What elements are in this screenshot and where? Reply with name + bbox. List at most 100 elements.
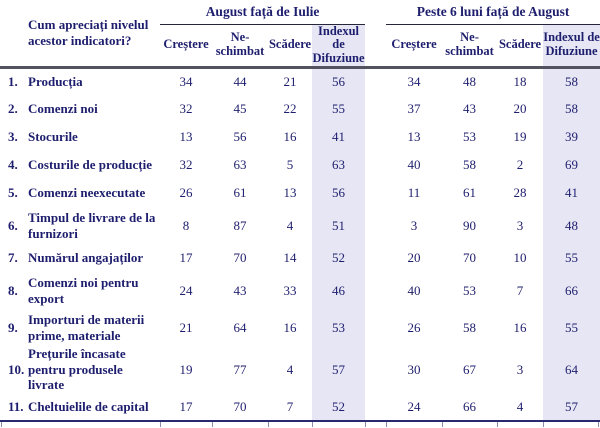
row-label: Costurile de producție	[28, 157, 152, 173]
column-header-crestere-2: Creștere	[386, 24, 443, 69]
column-tick	[365, 422, 366, 428]
cutoff-row-column-ticks	[0, 422, 600, 428]
cell-value: 18	[513, 74, 527, 89]
cell-index-value: 58	[543, 95, 600, 124]
row-number: 10.	[8, 361, 25, 377]
cell-value: 19	[513, 129, 527, 145]
column-tick	[497, 422, 498, 428]
cell-value: 3	[516, 217, 524, 233]
gap-cell	[365, 244, 386, 272]
cell-value: 14	[283, 250, 297, 266]
table-row: 2. Comenzi noi 32 45 22 55 37 43 20 58	[0, 95, 600, 124]
cell-value: 53	[463, 282, 477, 298]
cell-value: 17	[179, 250, 193, 266]
cell-value: 45	[233, 101, 247, 117]
cell-value: 53	[463, 129, 477, 145]
cell-value: 40	[407, 157, 421, 173]
column-tick	[1, 422, 2, 428]
row-label: Producția	[28, 74, 83, 90]
cell-value: 70	[212, 393, 268, 423]
cell-value: 28	[513, 185, 527, 201]
cell-value: 4	[286, 361, 294, 377]
table-row: 10. Prețurile încasate pentru produsele …	[0, 346, 600, 394]
cell-value: 4	[286, 217, 294, 233]
gap-cell	[365, 346, 386, 393]
row-number: 11.	[0, 393, 28, 423]
row-label: Timpul de livrare de la furnizori	[28, 210, 156, 241]
cell-index-value: 56	[312, 179, 366, 208]
cell-index-value: 41	[543, 179, 600, 208]
cell-value: 10	[513, 250, 527, 266]
cell-index-value: 46	[312, 272, 366, 310]
cell-value: 8	[182, 217, 190, 233]
cell-value: 32	[179, 101, 193, 117]
cell-index-value: 64	[543, 346, 600, 394]
gap-cell	[365, 393, 387, 423]
cell-value: 70	[463, 250, 477, 266]
gap-cell	[365, 207, 386, 244]
cell-value: 90	[463, 217, 477, 233]
cell-value: 64	[233, 319, 247, 335]
column-header-crestere-1: Creștere	[160, 24, 212, 69]
cell-index-value: 52	[312, 244, 366, 273]
cell-value: 3	[410, 217, 418, 233]
gap-cell	[365, 272, 386, 309]
table-row: 1. Producția 34 44 21 56 34 48 18 58	[0, 67, 600, 96]
cell-value: 32	[179, 157, 193, 173]
row-label: Numărul angajaților	[28, 250, 144, 266]
cell-value: 67	[463, 361, 477, 377]
cell-value: 61	[233, 185, 247, 201]
gap-cell	[365, 151, 386, 179]
cell-value: 37	[407, 101, 421, 117]
cell-value: 5	[286, 157, 294, 173]
cell-value: 19	[179, 361, 193, 377]
cell-value: 58	[463, 319, 477, 335]
row-number: 4.	[8, 157, 18, 173]
cell-value: 20	[513, 101, 527, 117]
column-tick	[312, 422, 313, 428]
row-number: 1.	[8, 74, 18, 89]
cell-value: 3	[516, 361, 524, 377]
cell-value: 16	[283, 319, 297, 335]
column-header-neschimbat-1: Ne-schimbat	[212, 24, 268, 69]
cell-value: 11	[407, 185, 421, 201]
cell-index-value: 53	[312, 309, 366, 347]
cell-value: 13	[407, 129, 421, 145]
row-label: Comenzi neexecutate	[28, 185, 146, 201]
cell-value: 22	[283, 101, 297, 117]
group-header-next6-vs-august: Peste 6 luni față de August	[386, 0, 600, 25]
column-header-index-1: Indexul de Difuziune	[312, 24, 366, 69]
cell-index-value: 58	[543, 67, 600, 96]
cell-index-value: 39	[543, 123, 600, 152]
group-gap	[365, 0, 387, 69]
cell-value: 26	[179, 185, 193, 201]
column-tick	[212, 422, 213, 428]
cell-value: 13	[179, 129, 193, 145]
cell-value: 26	[407, 319, 421, 335]
cell-value: 34	[179, 74, 193, 89]
cell-index-value: 55	[312, 95, 366, 124]
cell-index-value: 55	[543, 309, 600, 347]
gap-cell	[365, 309, 386, 346]
cell-index-value: 48	[543, 207, 600, 245]
cell-index-value: 57	[543, 393, 600, 423]
column-tick	[386, 422, 387, 428]
table-row: 6. Timpul de livrare de la furnizori 8 8…	[0, 207, 600, 245]
table-row: 7. Numărul angajaților 17 70 14 52 20 70…	[0, 244, 600, 273]
cell-value: 48	[463, 74, 477, 89]
cell-value: 87	[233, 217, 247, 233]
row-label: Stocurile	[28, 129, 78, 145]
cell-index-value: 55	[543, 244, 600, 273]
row-number: 2.	[8, 101, 18, 117]
cell-value: 21	[283, 74, 297, 89]
row-label: Prețurile încasate pentru produsele livr…	[28, 346, 126, 393]
column-header-scadere-1: Scădere	[268, 24, 312, 69]
cell-index-value: 56	[312, 67, 366, 96]
row-number: 7.	[8, 250, 18, 266]
cell-index-value: 57	[312, 346, 366, 394]
column-tick	[268, 422, 269, 428]
table-row: 9. Importuri de materii prime, materiale…	[0, 309, 600, 347]
row-label: Comenzi noi	[28, 101, 98, 117]
table-row: 5. Comenzi neexecutate 26 61 13 56 11 61…	[0, 179, 600, 208]
